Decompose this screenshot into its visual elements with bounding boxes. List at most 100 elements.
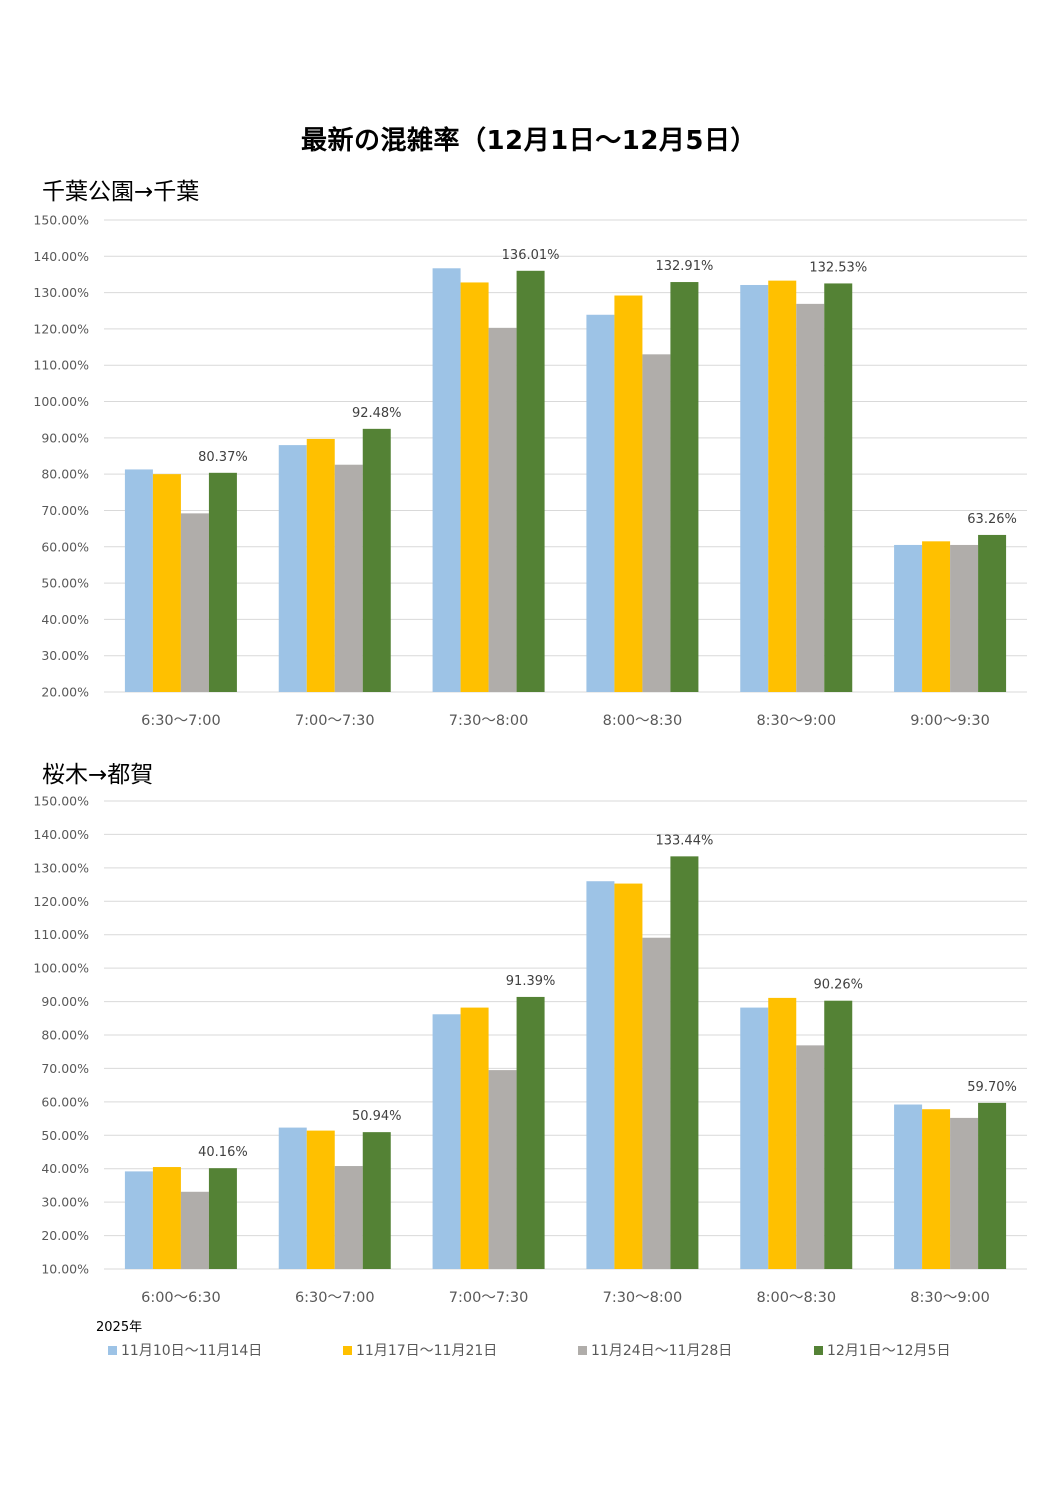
legend-label: 11月24日～11月28日 (591, 1343, 733, 1359)
bar-1 (586, 881, 615, 1269)
legend-item: 11月17日～11月21日 (343, 1340, 497, 1360)
bar-4 (978, 534, 1007, 692)
bar-4 (208, 472, 237, 692)
page-title: 最新の混雑率（12月1日～12月5日） (300, 126, 758, 156)
legend-swatch (814, 1345, 823, 1355)
route-title-sakuragi-tsuga: 桜木→都賀 (42, 762, 154, 788)
bar-2 (460, 1007, 489, 1269)
y-tick-label: 20.00% (41, 685, 89, 700)
legend-label: 11月17日～11月21日 (356, 1343, 498, 1359)
data-label: 91.39% (506, 974, 556, 989)
y-tick-label: 150.00% (33, 213, 89, 228)
y-tick-label: 70.00% (41, 503, 89, 518)
bar-3 (334, 464, 363, 692)
bar-3 (488, 327, 517, 692)
bar-3 (180, 1191, 209, 1269)
bar-3 (950, 1117, 979, 1269)
data-label: 133.44% (655, 833, 713, 848)
bar-3 (796, 303, 825, 692)
x-category-label: 8:30～9:00 (756, 713, 836, 729)
y-tick-label: 60.00% (41, 1094, 89, 1109)
y-tick-label: 10.00% (41, 1262, 89, 1277)
bar-2 (306, 438, 335, 692)
bar-1 (124, 469, 153, 692)
legend-swatch (343, 1345, 352, 1355)
bar-4 (824, 283, 853, 692)
x-category-label: 7:00～7:30 (449, 1290, 529, 1306)
bar-3 (796, 1045, 825, 1269)
chart-legend: 11月10日～11月14日 11月17日～11月21日 11月24日～11月28… (0, 1340, 1058, 1360)
bar-2 (614, 883, 643, 1269)
legend-year-label: 2025年 (96, 1320, 143, 1335)
y-tick-label: 150.00% (33, 794, 89, 809)
bar-chart-sakuragi-tsuga: 10.00% 20.00% 30.00% 40.00% 50.00% 60.00% 70.0… (33, 794, 1027, 1306)
data-label: 59.70% (967, 1080, 1017, 1095)
bar-chart-chiba-koen-chiba: 20.00% 30.00% 40.00% 50.00% 60.00% 70.00% 80.0… (33, 213, 1027, 729)
x-category-label: 6:30～7:00 (295, 1290, 375, 1306)
bar-2 (614, 295, 643, 692)
bar-1 (740, 284, 769, 692)
x-category-label: 8:00～8:30 (756, 1290, 836, 1306)
y-tick-label: 130.00% (33, 860, 89, 875)
y-tick-label: 40.00% (41, 612, 89, 627)
bar-2 (460, 282, 489, 692)
x-category-label: 8:00～8:30 (603, 713, 683, 729)
y-tick-label: 100.00% (33, 394, 89, 409)
y-tick-label: 40.00% (41, 1161, 89, 1176)
bar-1 (278, 445, 307, 692)
bar-1 (894, 544, 923, 692)
bar-2 (768, 280, 797, 692)
bar-4 (824, 1000, 853, 1269)
bar-3 (334, 1166, 363, 1269)
y-tick-label: 60.00% (41, 539, 89, 554)
y-tick-label: 140.00% (33, 249, 89, 264)
x-category-label: 6:30～7:00 (141, 713, 221, 729)
y-tick-label: 90.00% (41, 430, 89, 445)
bar-3 (488, 1070, 517, 1269)
bar-2 (306, 1130, 335, 1269)
y-tick-label: 50.00% (41, 1128, 89, 1143)
y-tick-label: 20.00% (41, 1228, 89, 1243)
y-tick-label: 110.00% (33, 358, 89, 373)
data-label: 50.94% (352, 1109, 402, 1124)
bar-1 (124, 1171, 153, 1269)
bar-2 (768, 997, 797, 1269)
x-category-label: 7:30～8:00 (449, 713, 529, 729)
data-label: 132.91% (655, 259, 713, 274)
bar-2 (922, 541, 951, 692)
legend-label: 12月1日～12月5日 (827, 1343, 951, 1359)
data-label: 63.26% (967, 512, 1017, 527)
x-category-label: 6:00～6:30 (141, 1290, 221, 1306)
y-tick-label: 130.00% (33, 285, 89, 300)
data-label: 40.16% (198, 1145, 248, 1160)
x-category-label: 7:00～7:30 (295, 713, 375, 729)
data-label: 90.26% (813, 978, 863, 993)
legend-swatch (108, 1345, 117, 1355)
legend-label: 11月10日～11月14日 (121, 1343, 263, 1359)
legend-item: 11月10日～11月14日 (108, 1340, 262, 1360)
x-category-label: 9:00～9:30 (910, 713, 990, 729)
bar-1 (586, 314, 615, 692)
bar-4 (516, 996, 545, 1269)
bar-4 (362, 1132, 391, 1269)
y-tick-label: 30.00% (41, 1195, 89, 1210)
bar-1 (432, 1014, 461, 1269)
x-category-label: 7:30～8:00 (603, 1290, 683, 1306)
data-label: 92.48% (352, 406, 402, 421)
bar-4 (516, 270, 545, 692)
legend-swatch (578, 1345, 587, 1355)
bar-4 (978, 1102, 1007, 1269)
bar-3 (180, 513, 209, 692)
y-tick-label: 80.00% (41, 1028, 89, 1043)
legend-item: 11月24日～11月28日 (578, 1340, 732, 1360)
y-tick-label: 90.00% (41, 994, 89, 1009)
y-tick-label: 120.00% (33, 894, 89, 909)
y-tick-label: 70.00% (41, 1061, 89, 1076)
bar-1 (432, 268, 461, 692)
bar-4 (670, 282, 699, 692)
bar-4 (362, 428, 391, 692)
legend-item: 12月1日～12月5日 (814, 1340, 950, 1360)
data-label: 132.53% (809, 260, 867, 275)
bar-3 (950, 544, 979, 692)
data-label: 136.01% (502, 248, 560, 263)
